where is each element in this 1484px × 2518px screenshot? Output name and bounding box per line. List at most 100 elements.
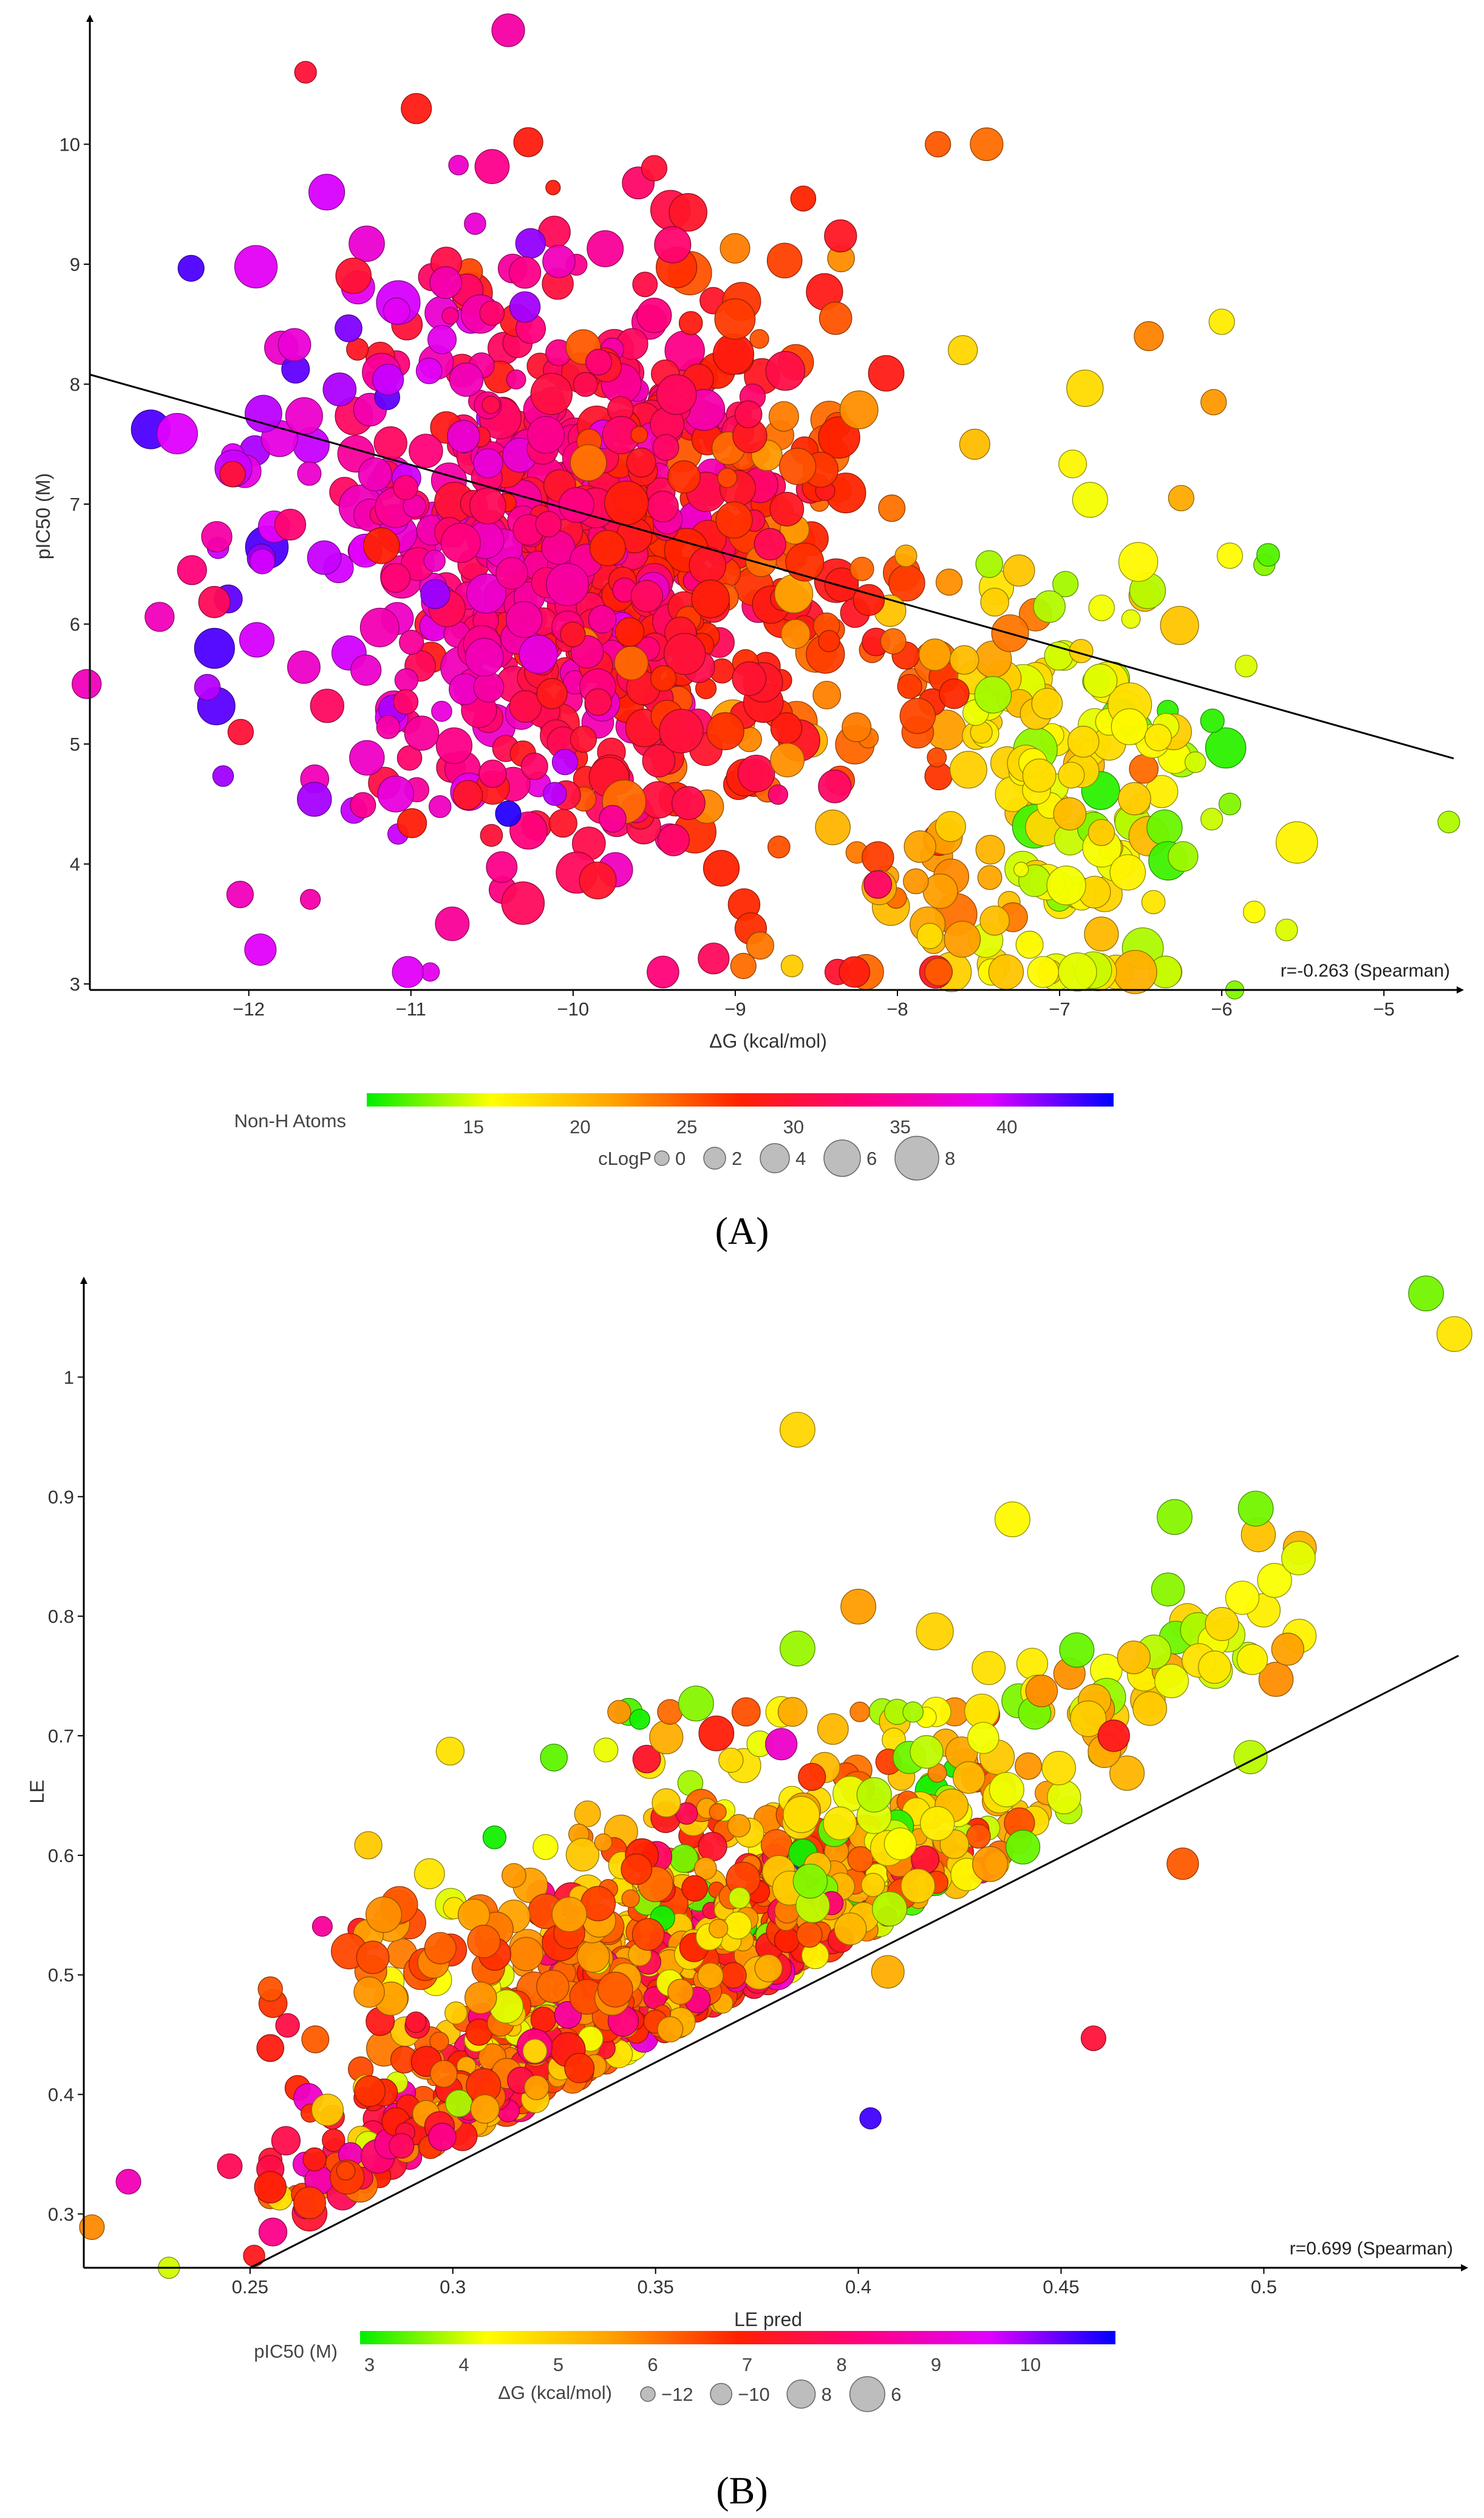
data-point <box>1058 952 1097 992</box>
data-point <box>840 1588 876 1625</box>
data-point <box>916 1612 954 1651</box>
data-point <box>486 851 518 883</box>
data-point <box>970 127 1004 162</box>
panel-a-y-label: pIC50 (M) <box>32 473 54 559</box>
data-point <box>766 242 803 279</box>
data-point <box>1234 655 1258 678</box>
data-point <box>1146 809 1183 846</box>
data-point <box>708 1919 729 1939</box>
panel-a-size-legend-label: cLogP <box>598 1148 652 1169</box>
data-point <box>275 2013 300 2038</box>
data-point <box>1022 758 1057 793</box>
panel-a-x-ticks: −12 −11 −10 −9 −8 −7 −6 −5 <box>233 990 1395 1020</box>
data-point <box>994 1501 1030 1538</box>
data-point <box>509 811 548 850</box>
data-point <box>300 889 321 910</box>
data-point <box>681 1875 708 1902</box>
data-point <box>658 824 690 856</box>
data-point <box>656 374 697 415</box>
data-point <box>1437 810 1460 834</box>
data-point <box>1031 688 1063 720</box>
size-legend-value: 8 <box>945 1148 955 1169</box>
data-point <box>818 769 852 804</box>
data-point <box>631 1918 665 1951</box>
data-point <box>770 742 805 777</box>
data-point <box>669 193 707 232</box>
data-point <box>376 715 401 739</box>
data-point <box>394 668 418 692</box>
data-point <box>1200 808 1224 831</box>
colorbar-tick-label: 15 <box>463 1116 483 1138</box>
data-point <box>703 850 740 887</box>
data-point <box>780 954 804 978</box>
data-point <box>649 1720 684 1755</box>
data-point <box>535 511 562 537</box>
data-point <box>798 1762 826 1791</box>
panel-b-color-legend: pIC50 (M) 3 4 5 6 7 8 9 10 <box>254 2331 1115 2375</box>
data-point <box>632 271 658 298</box>
data-point <box>530 2007 557 2033</box>
data-point <box>405 2011 427 2033</box>
data-point <box>1059 1632 1095 1668</box>
panel-a-colorbar-ticks: 15 20 25 30 35 40 <box>463 1116 1017 1138</box>
data-point <box>353 1976 385 2008</box>
size-legend-circle <box>654 1150 670 1166</box>
data-point <box>1025 1674 1058 1707</box>
y-tick-label: 4 <box>70 854 80 875</box>
data-point <box>363 527 400 564</box>
data-point <box>1044 641 1074 671</box>
data-point <box>785 542 825 582</box>
data-point <box>365 1896 402 1933</box>
data-point <box>899 698 936 734</box>
y-tick-label: 7 <box>70 494 80 515</box>
data-point <box>847 1846 874 1872</box>
data-point <box>560 621 586 647</box>
data-point <box>774 1927 800 1953</box>
panel-b-color-legend-label: pIC50 (M) <box>254 2341 338 2362</box>
data-point <box>975 550 1004 578</box>
panel-b-y-label: LE <box>26 1779 48 1803</box>
data-point <box>465 638 504 677</box>
data-point <box>219 461 246 488</box>
data-point <box>925 131 951 158</box>
data-point <box>1141 890 1166 915</box>
data-point <box>293 2186 326 2220</box>
data-point <box>542 245 576 278</box>
data-point <box>271 2126 301 2155</box>
data-point <box>706 712 744 751</box>
y-tick-label: 0.5 <box>48 1965 74 1986</box>
x-tick-label: 0.25 <box>232 2276 268 2298</box>
data-point <box>301 2025 330 2053</box>
data-point <box>709 1803 727 1821</box>
data-point <box>731 1697 761 1727</box>
data-point <box>607 1700 631 1724</box>
data-point <box>1257 1563 1292 1598</box>
data-point <box>540 1744 568 1772</box>
panel-a-y-ticks: 3 4 5 6 7 8 9 10 <box>60 134 90 995</box>
data-point <box>697 1962 724 1989</box>
data-point <box>1066 369 1104 408</box>
data-point <box>479 300 505 326</box>
data-point <box>217 2153 243 2179</box>
data-point <box>878 494 906 522</box>
data-point <box>524 2075 550 2100</box>
size-legend-circle <box>823 1139 861 1177</box>
panel-b: 0.25 0.3 0.35 0.4 0.45 0.5 0.3 0.4 0.5 0.6 0.7 0.8… <box>26 1275 1472 2512</box>
colorbar-tick-label: 35 <box>890 1116 910 1138</box>
data-point <box>910 1735 944 1769</box>
data-point <box>354 1831 383 1860</box>
panel-b-colorbar <box>360 2331 1115 2344</box>
data-point <box>894 544 917 567</box>
data-point <box>470 2094 500 2124</box>
data-point <box>349 225 385 262</box>
data-point <box>903 868 929 895</box>
x-tick-label: 0.5 <box>1251 2276 1277 2298</box>
data-point <box>824 567 859 602</box>
data-point <box>585 349 612 376</box>
data-point <box>573 372 598 397</box>
data-point <box>545 180 561 196</box>
data-point <box>694 1857 717 1880</box>
data-point <box>897 674 922 699</box>
data-point <box>654 226 692 264</box>
panel-a-points <box>72 13 1460 1000</box>
